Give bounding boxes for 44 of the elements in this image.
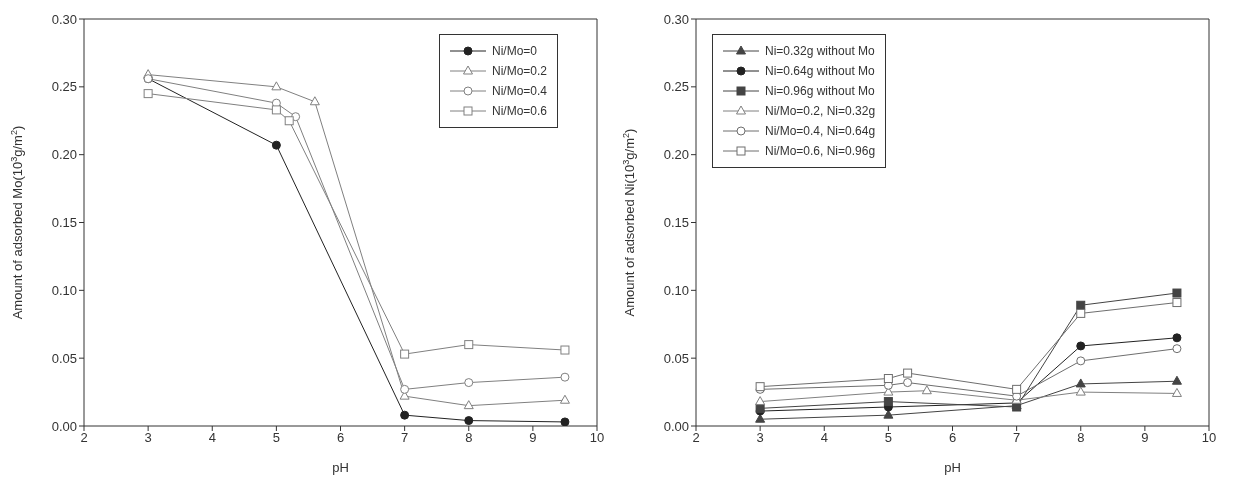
x-tick-label: 2 [692,430,700,446]
y-tick-label: 0.00 [663,418,689,434]
x-tick-label: 9 [529,430,537,446]
legend-label: Ni/Mo=0.6 [491,104,547,118]
legend-label: Ni/Mo=0.4, Ni=0.64g [765,124,876,138]
y-tick-label: 0.25 [51,79,77,95]
x-axis-title: pH [332,460,349,475]
x-tick-label: 8 [465,430,473,446]
y-tick-label: 0.00 [51,418,77,434]
x-axis-title: pH [944,460,961,475]
x-tick-label: 9 [1141,430,1149,446]
x-tick-label: 4 [208,430,216,446]
x-tick-label: 6 [948,430,957,446]
y-tick-label: 0.25 [663,79,689,95]
y-tick-label: 0.30 [51,11,77,27]
y-tick-label: 0.15 [51,215,77,231]
y-tick-label: 0.10 [663,282,689,298]
legend-label: Ni=0.64g without Mo [765,64,875,78]
x-tick-label: 10 [589,430,605,446]
x-tick-label: 6 [336,430,345,446]
x-tick-label: 8 [1077,430,1085,446]
legend-label: Ni/Mo=0.6, Ni=0.96g [765,144,876,158]
x-tick-label: 2 [80,430,88,446]
y-tick-label: 0.05 [663,350,689,366]
x-tick-label: 5 [272,430,280,446]
y-tick-label: 0.20 [51,147,77,163]
x-tick-label: 4 [820,430,828,446]
legend-label: Ni/Mo=0.2, Ni=0.32g [765,104,876,118]
x-tick-label: 7 [1013,430,1021,446]
x-tick-label: 10 [1201,430,1217,446]
legend-label: Ni/Mo=0.2 [491,64,547,78]
legend-label: Ni/Mo=0 [491,44,537,58]
x-tick-label: 3 [144,430,152,446]
y-tick-label: 0.05 [51,350,77,366]
y-tick-label: 0.10 [51,282,77,298]
y-tick-label: 0.20 [663,147,689,163]
x-tick-label: 3 [756,430,764,446]
legend-label: Ni/Mo=0.4 [491,84,547,98]
legend-label: Ni=0.96g without Mo [765,84,875,98]
legend-label: Ni=0.32g without Mo [765,44,875,58]
y-tick-label: 0.15 [663,215,689,231]
x-tick-label: 5 [884,430,892,446]
x-tick-label: 7 [401,430,409,446]
y-tick-label: 0.30 [663,11,689,27]
